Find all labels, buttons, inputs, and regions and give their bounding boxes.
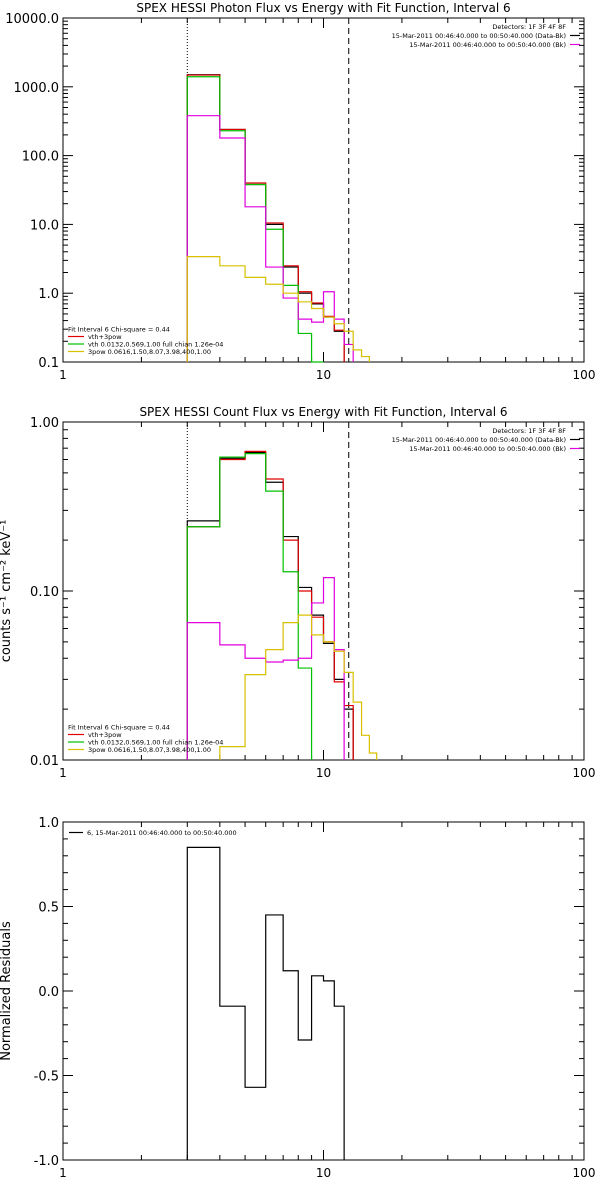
y-tick-label-0: 1.0 bbox=[38, 287, 59, 302]
y-tick-label-0: 100.0 bbox=[22, 150, 59, 165]
legend-text-1-b2: vth 0.0132,0.569,1.00 full chian 1.26e-0… bbox=[88, 739, 223, 747]
series-line-2-0 bbox=[186, 846, 345, 1160]
y-tick-label-1: 0.01 bbox=[30, 754, 59, 769]
y-axis-label-2: Normalized Residuals bbox=[0, 921, 14, 1061]
y-tick-label-0: 1000.0 bbox=[14, 81, 60, 96]
y-axis-label-1: counts s⁻¹ cm⁻² keV⁻¹ bbox=[0, 520, 14, 663]
series-line-0-1 bbox=[186, 74, 345, 362]
y-tick-label-0: 10000.0 bbox=[5, 12, 59, 27]
legend-text-0-b2: vth 0.0132,0.569,1.00 full chian 1.26e-0… bbox=[88, 341, 223, 349]
series-line-1-4 bbox=[219, 614, 378, 760]
y-tick-label-2: 0.5 bbox=[38, 901, 59, 916]
y-tick-label-1: 0.10 bbox=[30, 585, 59, 600]
legend-text-0-1: 15-Mar-2011 00:46:40.000 to 00:50:40.000… bbox=[392, 32, 566, 40]
legend-text-1-b1: vth+3pow bbox=[88, 731, 122, 739]
series-line-1-0 bbox=[186, 451, 354, 760]
y-tick-label-2: 1.0 bbox=[38, 816, 59, 831]
legend-text-1-b0: Fit Interval 6 Chi-square = 0.44 bbox=[68, 724, 170, 732]
x-tick-label-0: 1 bbox=[59, 368, 67, 382]
x-tick-label-2: 1 bbox=[59, 1166, 67, 1180]
legend-text-0-b0: Fit Interval 6 Chi-square = 0.44 bbox=[68, 326, 170, 334]
legend-text-0-2: 15-Mar-2011 00:46:40.000 to 00:50:40.000… bbox=[409, 41, 566, 49]
series-line-1-3 bbox=[186, 577, 345, 760]
plot-frame-2 bbox=[62, 821, 585, 1161]
x-tick-label-2: 100 bbox=[573, 1166, 596, 1180]
chart-title-0: SPEX HESSI Photon Flux vs Energy with Fi… bbox=[136, 1, 510, 15]
x-tick-label-1: 100 bbox=[573, 766, 596, 780]
y-tick-label-0: 0.1 bbox=[38, 356, 59, 371]
series-line-0-4 bbox=[186, 256, 370, 362]
series-line-1-1 bbox=[186, 450, 354, 760]
legend-text-1-b3: 3pow 0.0616,1.50,8.07,3.98,400,1.00 bbox=[88, 746, 211, 754]
legend-text-1-0: Detectors: 1F 3F 4F 8F bbox=[492, 427, 566, 435]
legend-text-2: 6, 15-Mar-2011 00:46:40.000 to 00:50:40.… bbox=[87, 829, 237, 837]
x-tick-label-0: 10 bbox=[316, 368, 331, 382]
x-tick-label-0: 100 bbox=[573, 368, 596, 382]
y-tick-label-2: -0.5 bbox=[34, 1070, 59, 1085]
legend-text-1-1: 15-Mar-2011 00:46:40.000 to 00:50:40.000… bbox=[392, 436, 566, 444]
y-tick-label-0: 10.0 bbox=[30, 218, 59, 233]
legend-text-0-0: Detectors: 1F 3F 4F 8F bbox=[492, 23, 566, 31]
x-tick-label-2: 10 bbox=[316, 1166, 331, 1180]
legend-text-0-b1: vth+3pow bbox=[88, 333, 122, 341]
x-tick-label-1: 1 bbox=[59, 766, 67, 780]
chart-title-1: SPEX HESSI Count Flux vs Energy with Fit… bbox=[139, 405, 507, 419]
legend-text-0-b3: 3pow 0.0616,1.50,8.07,3.98,400,1.00 bbox=[88, 348, 211, 356]
legend-text-1-2: 15-Mar-2011 00:46:40.000 to 00:50:40.000… bbox=[409, 445, 566, 453]
y-tick-label-1: 1.00 bbox=[30, 416, 59, 431]
series-line-1-2 bbox=[186, 453, 313, 760]
series-line-0-3 bbox=[186, 115, 354, 362]
y-tick-label-2: 0.0 bbox=[38, 985, 59, 1000]
y-tick-label-2: -1.0 bbox=[34, 1154, 59, 1169]
x-tick-label-1: 10 bbox=[316, 766, 331, 780]
